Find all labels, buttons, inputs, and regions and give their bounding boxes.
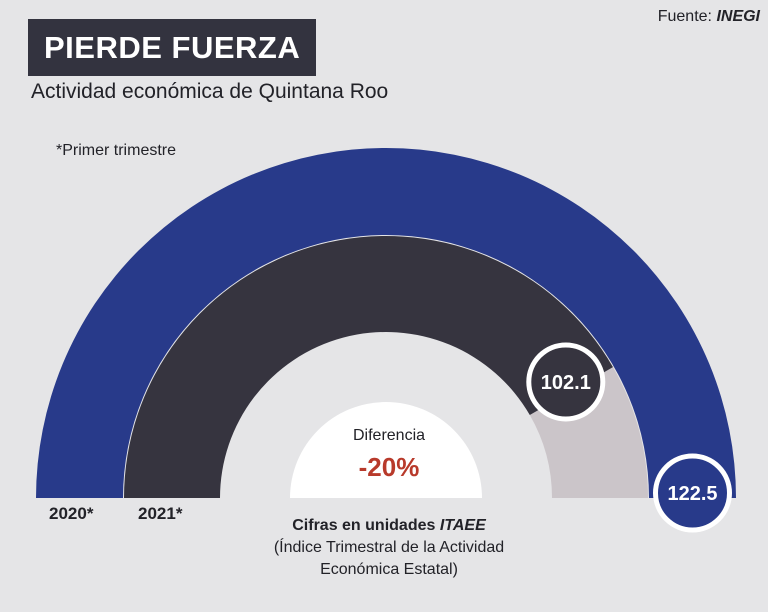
chart-title: PIERDE FUERZA [28, 19, 317, 76]
chart-subtitle: Actividad económica de Quintana Roo [31, 80, 389, 103]
value-label-2020: 122.5 [667, 483, 717, 505]
caption-line-2: (Índice Trimestral de la Actividad [273, 539, 505, 556]
bar-2020 [36, 148, 736, 498]
difference-value: -20% [358, 452, 420, 482]
caption-line-1: Cifras en unidades ITAEE [229, 515, 549, 537]
source-name: INEGI [716, 8, 760, 25]
value-bubble-2021 [526, 342, 606, 422]
center-disc [290, 402, 482, 498]
category-label-2021: 2021* [138, 504, 183, 523]
source-note: Fuente: INEGI [658, 8, 760, 26]
caption-italic: ITAEE [439, 517, 486, 534]
bar-2021 [124, 235, 613, 498]
category-label-2020: 2020* [49, 504, 94, 523]
footnote: *Primer trimestre [56, 142, 177, 159]
caption-line-3: Económica Estatal) [320, 561, 458, 578]
caption-prefix: Cifras en unidades [292, 517, 440, 534]
units-caption: Cifras en unidades ITAEE (Índice Trimest… [229, 515, 549, 581]
source-prefix: Fuente: [657, 8, 717, 25]
difference-label: Diferencia [352, 427, 426, 444]
value-bubble-2020 [653, 453, 732, 533]
value-label-2021: 102.1 [541, 372, 591, 394]
